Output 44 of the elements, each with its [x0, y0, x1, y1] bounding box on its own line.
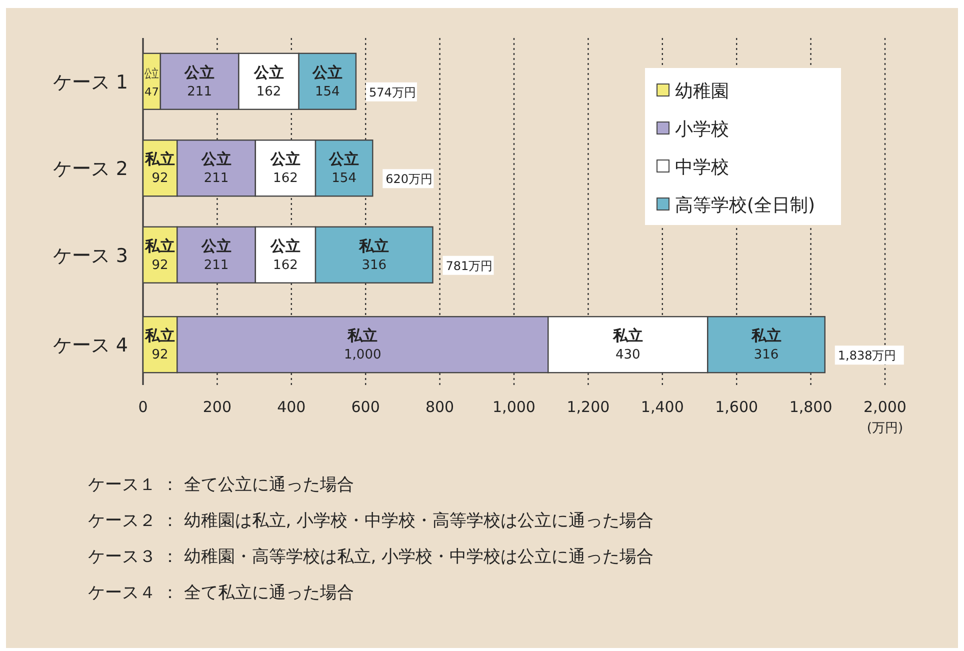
total-label: 1,838万円	[838, 348, 896, 363]
data-label: 私立 92	[144, 236, 176, 273]
legend-label: 中学校	[675, 157, 729, 178]
data-label: 公立 162	[252, 63, 284, 100]
data-label: 公立 211	[200, 150, 232, 186]
text: ケース３ ： 幼稚園・高等学校は私立, 小学校・中学校は公立に通った場合	[88, 547, 654, 567]
data-label: 私立 430	[612, 326, 643, 363]
data-label: 公立 162	[269, 236, 300, 273]
x-axis-title: (万円)	[866, 421, 904, 436]
data-label: 私立 92	[144, 326, 176, 363]
y-tick-label: ケース 1	[52, 71, 128, 94]
text: ケース４ ： 全て私立に通った場合	[88, 583, 354, 603]
y-tick-label: ケース 3	[52, 244, 128, 267]
data-label: 公立 154	[328, 150, 360, 186]
x-tick-label: 600	[351, 398, 380, 416]
x-tick-label: 1,800	[789, 398, 832, 416]
data-label: 公立 162	[269, 150, 300, 186]
x-tick-label: 0	[138, 398, 148, 416]
text: ケース２ ： 幼稚園は私立, 小学校・中学校・高等学校は公立に通った場合	[88, 511, 654, 531]
legend-label: 幼稚園	[675, 81, 729, 102]
x-tick-label: 800	[425, 398, 454, 416]
data-label: 私立 1,000	[344, 326, 382, 363]
total-label: 781万円	[446, 258, 493, 273]
data-label: 私立 316	[358, 236, 390, 273]
x-tick-label: 200	[202, 398, 232, 416]
x-tick-label: 400	[277, 398, 306, 416]
text: ケース１ ： 全て公立に通った場合	[88, 475, 354, 495]
total-label: 620万円	[386, 172, 433, 186]
x-tick-label: 2,000	[864, 398, 906, 416]
data-label: 私立 316	[750, 326, 782, 363]
data-label: 公立 211	[200, 236, 232, 273]
data-label: 公立 47	[144, 66, 168, 98]
x-tick-label: 1,600	[715, 398, 758, 416]
y-tick-label: ケース 4	[52, 334, 128, 357]
data-label: 公立 154	[311, 63, 342, 100]
x-tick-label: 1,400	[640, 398, 684, 416]
data-label: 私立 92	[144, 150, 176, 186]
y-tick-label: ケース 2	[52, 158, 128, 180]
legend-label: 小学校	[675, 119, 729, 140]
data-label: 公立 211	[184, 63, 215, 100]
x-tick-label: 1,000	[492, 398, 536, 416]
legend-label: 高等学校(全日制)	[675, 195, 816, 216]
x-tick-label: 1,200	[566, 398, 610, 416]
total-label: 574万円	[368, 85, 416, 100]
